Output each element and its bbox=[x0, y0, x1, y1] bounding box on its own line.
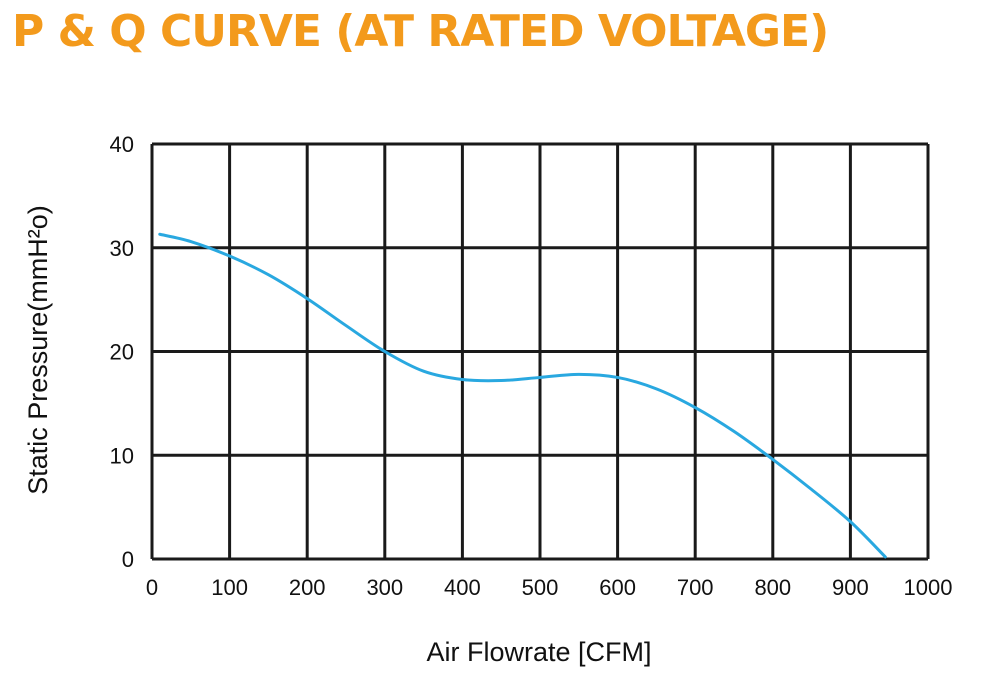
series-layer bbox=[158, 232, 887, 559]
x-tick-label-700: 700 bbox=[677, 575, 714, 600]
x-tick-label-800: 800 bbox=[754, 575, 791, 600]
y-tick-label-30: 30 bbox=[110, 236, 134, 261]
x-tick-label-500: 500 bbox=[522, 575, 559, 600]
chart-title: P & Q CURVE (AT RATED VOLTAGE) bbox=[12, 6, 829, 57]
y-tick-label-40: 40 bbox=[110, 132, 134, 157]
y-tick-label-10: 10 bbox=[110, 443, 134, 468]
x-tick-label-0: 0 bbox=[146, 575, 158, 600]
x-tick-label-100: 100 bbox=[211, 575, 248, 600]
x-tick-labels: 0 100 200 300 400 500 600 700 800 900 1000 bbox=[146, 575, 953, 600]
x-tick-label-300: 300 bbox=[366, 575, 403, 600]
pq-curve-line-0 bbox=[158, 232, 887, 559]
grid bbox=[150, 142, 930, 561]
x-tick-label-600: 600 bbox=[599, 575, 636, 600]
x-tick-label-900: 900 bbox=[832, 575, 869, 600]
x-tick-label-200: 200 bbox=[289, 575, 326, 600]
x-axis-label: Air Flowrate [CFM] bbox=[426, 637, 651, 667]
y-tick-labels: 0 10 20 30 40 bbox=[110, 132, 134, 572]
y-tick-label-20: 20 bbox=[110, 340, 134, 365]
x-tick-label-1000: 1000 bbox=[904, 575, 953, 600]
y-axis-label: Static Pressure(mmH²o) bbox=[23, 205, 53, 495]
y-tick-label-0: 0 bbox=[122, 547, 134, 572]
x-tick-label-400: 400 bbox=[444, 575, 481, 600]
